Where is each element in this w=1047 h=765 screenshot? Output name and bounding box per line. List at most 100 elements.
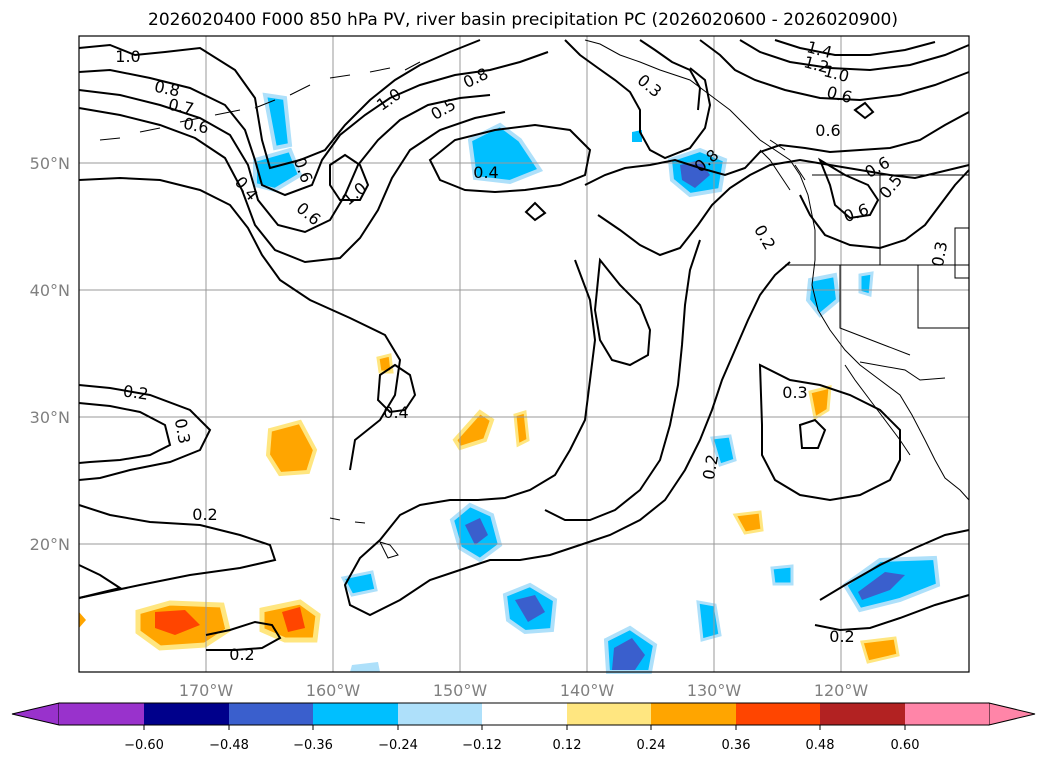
pv-contour <box>817 157 880 220</box>
colorbar-ticks <box>143 725 906 730</box>
lon-label-130w: 130°W <box>687 681 742 700</box>
contour-label: 0.4 <box>473 163 498 182</box>
lon-label-170w: 170°W <box>179 681 234 700</box>
pos-blob <box>513 410 530 448</box>
colorbar-segment <box>651 703 736 725</box>
coastline-alaska <box>584 39 816 231</box>
pv-contour <box>524 201 547 222</box>
pv-contour <box>78 107 506 264</box>
colorbar-segment <box>820 703 905 725</box>
cb-tick-label: −0.60 <box>124 738 164 753</box>
colorbar-segment <box>144 703 229 725</box>
pos-blob <box>732 510 764 535</box>
pv-contour <box>78 176 402 471</box>
contour-label: 0.4 <box>383 403 408 422</box>
neg-blob <box>253 147 303 193</box>
cb-tick-label: −0.36 <box>293 738 333 753</box>
pos-blob <box>79 612 86 628</box>
pv-contour <box>597 158 970 257</box>
pos-blob <box>808 385 832 421</box>
neg-blob <box>710 434 737 467</box>
pv-contour <box>593 257 652 367</box>
contour-label: 0.3 <box>171 417 194 445</box>
lat-label-40n: 40°N <box>30 281 70 300</box>
contour-label: 0.2 <box>192 505 217 524</box>
map-frame <box>78 35 970 673</box>
neg-blob-core <box>612 638 645 670</box>
border-states <box>785 175 970 356</box>
pos-blob-core <box>282 607 305 632</box>
pos-blob <box>265 419 318 477</box>
colorbar-extend-low <box>11 702 60 726</box>
pv-contour <box>699 39 970 102</box>
pos-blob-core <box>155 610 200 635</box>
lon-label-150w: 150°W <box>433 681 488 700</box>
colorbar-segment <box>398 703 482 725</box>
neg-blob <box>805 272 841 318</box>
contour-label: 0.2 <box>122 381 150 403</box>
pv-contour <box>853 101 875 120</box>
coastline-aleutians <box>99 61 421 141</box>
pv-contour <box>774 39 936 56</box>
neg-blob-core <box>858 572 905 600</box>
pv-contour <box>78 504 277 599</box>
neg-blob-core <box>515 595 545 622</box>
cb-tick-label: 0.60 <box>891 738 920 753</box>
neg-blob <box>262 92 293 151</box>
cb-tick-label: 0.36 <box>722 738 751 753</box>
cb-tick-label: 0.12 <box>553 738 582 753</box>
pv-contour <box>739 39 970 72</box>
pos-blob <box>860 636 900 664</box>
pv-contour <box>758 363 901 502</box>
cb-tick-label: −0.24 <box>378 738 418 753</box>
contour-label: 0.7 <box>167 95 196 119</box>
pv-contour <box>205 620 282 651</box>
colorbar-outline <box>59 702 989 726</box>
neg-blob <box>467 122 544 185</box>
pv-contour <box>376 363 417 414</box>
pv-contour <box>814 594 970 632</box>
lon-label-160w: 160°W <box>306 681 361 700</box>
lon-label-120w: 120°W <box>814 681 869 700</box>
contour-label: 0.2 <box>229 645 254 664</box>
pv-contour <box>544 239 701 521</box>
cb-tick-label: 0.24 <box>637 738 666 753</box>
pv-contour <box>78 89 491 234</box>
contour-label: 0.6 <box>182 114 211 138</box>
lat-label-30n: 30°N <box>30 408 70 427</box>
pv-contour <box>78 51 549 197</box>
contour-label: 0.2 <box>829 627 854 646</box>
pv-contour <box>78 564 123 599</box>
longitude-labels: 170°W 160°W 150°W 140°W 130°W 120°W <box>179 681 869 700</box>
contour-label: 0.8 <box>153 77 182 101</box>
colorbar-segment <box>59 703 144 725</box>
cb-tick-label: 0.48 <box>806 738 835 753</box>
border-mexico <box>859 361 946 381</box>
contour-label: 0.2 <box>699 453 722 481</box>
pv-contour <box>584 111 970 186</box>
pv-contour <box>639 39 702 111</box>
neg-blob <box>770 564 794 586</box>
colorbar-tick-labels: −0.60 −0.48 −0.36 −0.24 −0.12 0.12 0.24 … <box>124 738 919 753</box>
colorbar-segment <box>482 703 567 725</box>
cb-tick-label: −0.12 <box>462 738 502 753</box>
cb-tick-label: −0.48 <box>209 738 249 753</box>
pv-contour <box>329 153 370 201</box>
colorbar: −0.60 −0.48 −0.36 −0.24 −0.12 0.12 0.24 … <box>11 702 1036 753</box>
pv-contour <box>343 259 791 617</box>
colorbar-segment <box>229 703 313 725</box>
map-title: 2026020400 F000 850 hPa PV, river basin … <box>148 10 898 30</box>
colorbar-extend-high <box>988 702 1036 726</box>
neg-blob <box>350 662 380 672</box>
neg-blob <box>340 570 378 597</box>
pv-contour <box>799 169 970 250</box>
contour-label: 0.3 <box>928 240 951 268</box>
neg-blob <box>858 271 874 297</box>
neg-blob-core <box>465 518 488 545</box>
coastline-hawaii <box>329 517 399 559</box>
coastline-baja <box>844 364 911 456</box>
neg-blob <box>696 600 722 642</box>
pv-contour <box>564 39 712 160</box>
pv-contours <box>78 39 970 651</box>
